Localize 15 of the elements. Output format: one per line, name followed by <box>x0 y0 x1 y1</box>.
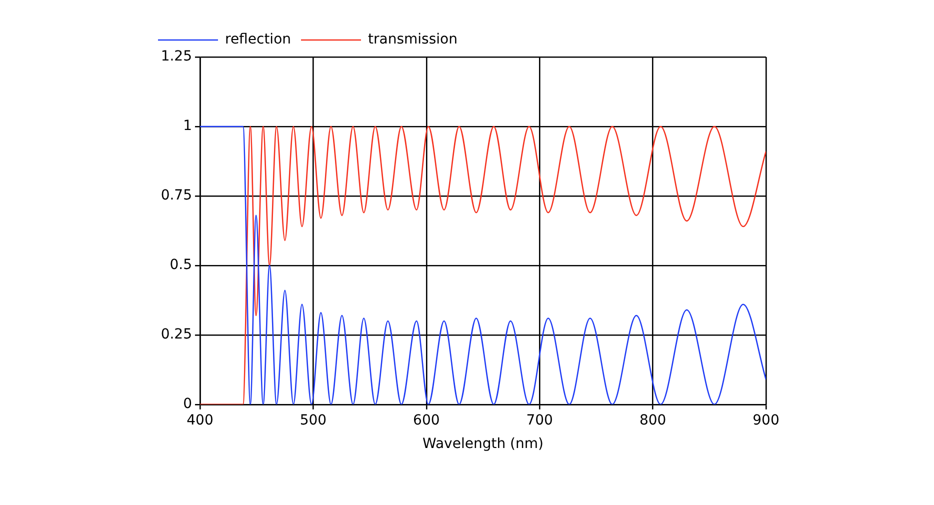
x-tick-label: 700 <box>526 412 553 428</box>
x-axis-title: Wavelength (nm) <box>422 436 544 452</box>
x-tick-label: 600 <box>413 412 440 428</box>
y-tick-label: 1.25 <box>160 48 192 65</box>
x-tick-label: 400 <box>186 412 214 428</box>
y-tick-label: 0.5 <box>170 257 192 274</box>
x-tick-label: 800 <box>639 412 666 428</box>
y-tick-label: 0 <box>183 396 192 412</box>
legend-label: transmission <box>368 32 458 48</box>
legend-label: reflection <box>225 32 292 48</box>
y-tick-label: 0.25 <box>160 326 192 343</box>
x-tick-label: 900 <box>752 412 780 428</box>
y-tick-label: 1 <box>183 118 192 134</box>
x-tick-label: 500 <box>300 412 327 428</box>
y-tick-label: 0.75 <box>160 188 192 204</box>
